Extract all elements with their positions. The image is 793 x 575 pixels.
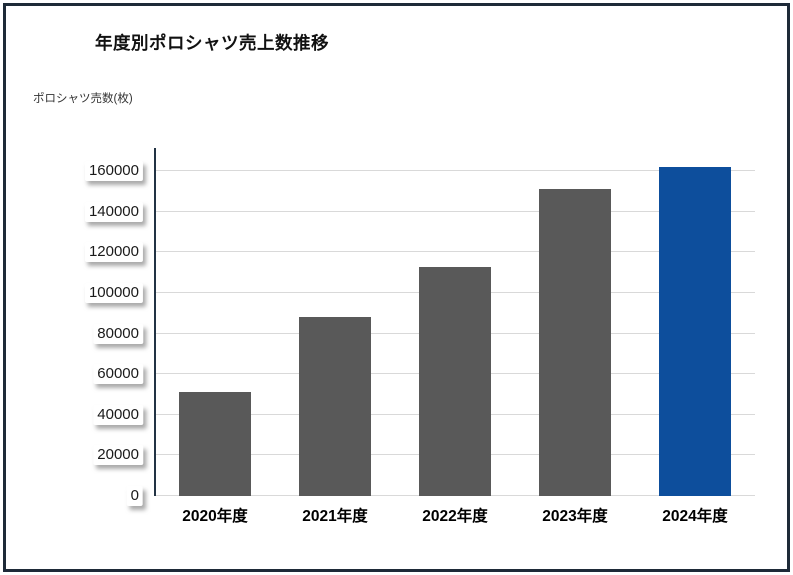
x-category-label: 2020年度 — [182, 508, 248, 525]
y-tick-label: 0 — [126, 486, 143, 506]
gridline-160000 — [155, 170, 755, 171]
x-category-label: 2024年度 — [662, 508, 728, 525]
bar-2024-highlight — [659, 166, 731, 496]
y-tick-label: 100000 — [84, 282, 143, 303]
plot-area: 0 20000 40000 60000 80000 100000 120000 … — [84, 148, 755, 525]
bar-2023 — [539, 189, 611, 496]
y-tick-label: 160000 — [84, 161, 143, 181]
y-tick-label: 60000 — [93, 364, 143, 385]
bar-2020 — [179, 392, 251, 496]
y-axis-unit-label: ポロシャツ売数(枚) — [33, 93, 133, 105]
y-tick-label: 120000 — [84, 242, 143, 263]
gridline-120000 — [155, 251, 755, 253]
gridline-140000 — [155, 210, 755, 212]
y-axis-line — [154, 148, 156, 496]
y-tick-label: 40000 — [93, 404, 143, 425]
chart-title: 年度別ポロシャツ売上数推移 — [95, 33, 329, 53]
x-category-label: 2022年度 — [422, 508, 488, 525]
bar-2022 — [419, 266, 491, 496]
x-category-label: 2023年度 — [542, 508, 608, 525]
y-tick-label: 20000 — [93, 445, 143, 466]
bar-2021 — [299, 317, 371, 496]
x-category-label: 2021年度 — [302, 508, 368, 525]
y-tick-label: 80000 — [93, 323, 143, 344]
y-tick-label: 140000 — [84, 201, 143, 222]
